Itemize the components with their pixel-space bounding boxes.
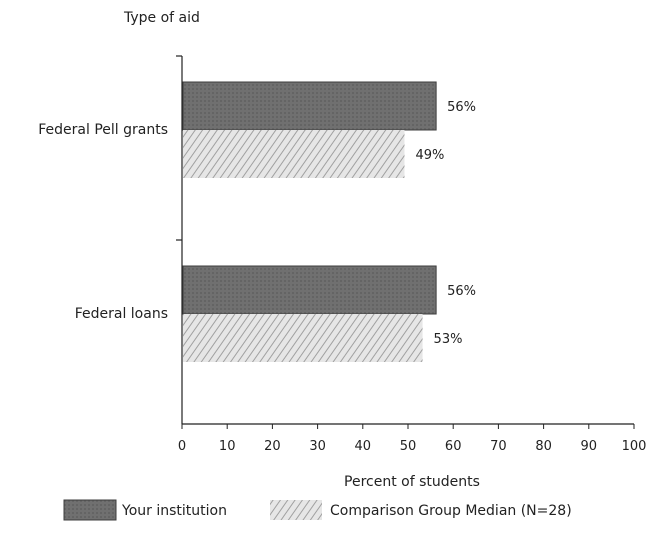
category-label: Federal loans	[75, 306, 168, 322]
data-label: 49%	[415, 148, 444, 163]
x-tick-label: 70	[490, 439, 507, 454]
data-labels: 56% 49% 56% 53%	[415, 100, 476, 347]
legend: Your institution Comparison Group Median …	[63, 499, 572, 521]
x-tick-label: 90	[581, 439, 598, 454]
data-label: 56%	[447, 284, 476, 299]
bar-comparison-1	[183, 314, 423, 362]
category-label: Federal Pell grants	[38, 122, 168, 138]
bar-comparison-0	[183, 130, 405, 178]
legend-label: Comparison Group Median (N=28)	[330, 503, 572, 519]
legend-swatch	[270, 500, 322, 520]
bars	[182, 81, 437, 362]
x-tick-label: 0	[178, 439, 186, 454]
x-tick-labels: 0 10 20 30 40 50 60 70 80 90 100	[178, 439, 647, 454]
x-tick-label: 10	[219, 439, 236, 454]
x-axis-label: Percent of students	[344, 474, 480, 490]
x-tick-label: 40	[355, 439, 372, 454]
category-labels: Federal Pell grants Federal loans	[38, 122, 168, 322]
axes	[176, 55, 635, 429]
x-tick-label: 50	[400, 439, 417, 454]
x-tick-label: 20	[264, 439, 281, 454]
data-label: 56%	[447, 100, 476, 115]
x-tick-label: 80	[535, 439, 552, 454]
bar-your-institution-0	[182, 81, 437, 131]
legend-label: Your institution	[121, 503, 227, 519]
x-tick-label: 60	[445, 439, 462, 454]
bar-your-institution-1	[182, 265, 437, 315]
chart-title: Type of aid	[123, 10, 200, 26]
x-tick-label: 30	[309, 439, 326, 454]
data-label: 53%	[434, 332, 463, 347]
x-tick-label: 100	[622, 439, 647, 454]
legend-swatch	[63, 499, 117, 521]
